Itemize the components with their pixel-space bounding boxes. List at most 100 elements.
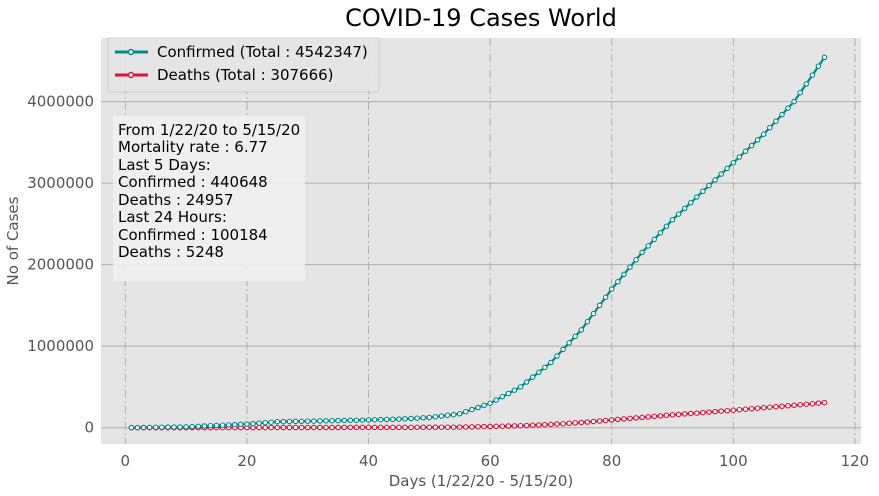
point-confirmed-62 bbox=[505, 390, 512, 397]
point-deaths-70 bbox=[554, 421, 560, 427]
point-confirmed-49 bbox=[426, 414, 433, 421]
point-deaths-36 bbox=[347, 424, 354, 431]
point-confirmed-34 bbox=[335, 417, 341, 424]
point-deaths-30 bbox=[311, 424, 317, 431]
point-confirmed-6 bbox=[165, 424, 171, 430]
point-deaths-47 bbox=[414, 424, 420, 431]
point-confirmed-9 bbox=[183, 424, 189, 430]
point-deaths-28 bbox=[298, 424, 305, 431]
point-confirmed-14 bbox=[213, 422, 220, 429]
point-deaths-73 bbox=[572, 420, 578, 426]
point-deaths-54 bbox=[456, 424, 463, 430]
annotation-line-5: Last 24 Hours: bbox=[118, 208, 227, 226]
point-confirmed-59 bbox=[487, 400, 493, 406]
point-deaths-53 bbox=[450, 424, 457, 430]
point-deaths-96 bbox=[712, 408, 718, 415]
point-confirmed-42 bbox=[384, 416, 390, 423]
point-confirmed-1 bbox=[134, 424, 141, 431]
point-confirmed-94 bbox=[700, 188, 706, 195]
point-deaths-92 bbox=[688, 410, 694, 417]
point-deaths-76 bbox=[590, 418, 597, 425]
point-confirmed-84 bbox=[639, 249, 645, 256]
point-deaths-37 bbox=[353, 424, 360, 431]
point-deaths-46 bbox=[408, 424, 414, 431]
point-confirmed-111 bbox=[803, 81, 810, 87]
point-confirmed-0 bbox=[128, 424, 135, 431]
series-layer bbox=[128, 54, 828, 431]
point-confirmed-15 bbox=[219, 422, 226, 428]
point-confirmed-95 bbox=[706, 182, 712, 189]
point-deaths-35 bbox=[341, 424, 347, 431]
point-deaths-87 bbox=[657, 413, 664, 419]
point-deaths-85 bbox=[645, 414, 651, 420]
point-deaths-108 bbox=[785, 403, 791, 409]
point-confirmed-21 bbox=[256, 420, 262, 426]
point-confirmed-48 bbox=[420, 415, 426, 421]
point-deaths-51 bbox=[438, 424, 445, 430]
point-deaths-77 bbox=[596, 418, 603, 424]
point-confirmed-47 bbox=[414, 415, 420, 421]
point-deaths-101 bbox=[742, 406, 749, 412]
legend-box bbox=[107, 37, 380, 93]
point-confirmed-27 bbox=[292, 418, 299, 425]
point-confirmed-106 bbox=[773, 118, 779, 124]
point-confirmed-98 bbox=[724, 165, 730, 172]
point-deaths-31 bbox=[317, 424, 323, 431]
point-deaths-78 bbox=[602, 417, 609, 424]
point-deaths-97 bbox=[718, 408, 724, 414]
point-deaths-49 bbox=[426, 424, 433, 431]
point-deaths-63 bbox=[511, 423, 518, 429]
point-deaths-57 bbox=[475, 423, 481, 430]
point-deaths-60 bbox=[493, 423, 499, 430]
annotation-line-1: Mortality rate : 6.77 bbox=[118, 138, 268, 156]
point-deaths-103 bbox=[754, 405, 761, 411]
point-confirmed-92 bbox=[688, 199, 694, 206]
point-deaths-21 bbox=[256, 424, 262, 431]
point-deaths-41 bbox=[377, 424, 384, 431]
point-confirmed-44 bbox=[396, 416, 402, 422]
point-confirmed-61 bbox=[499, 393, 506, 400]
point-deaths-81 bbox=[621, 416, 627, 422]
point-deaths-82 bbox=[627, 415, 633, 422]
point-confirmed-105 bbox=[767, 124, 773, 131]
legend-marker-deaths bbox=[127, 71, 135, 79]
point-confirmed-31 bbox=[317, 418, 323, 424]
point-deaths-68 bbox=[542, 421, 548, 428]
point-deaths-91 bbox=[681, 411, 688, 417]
point-deaths-66 bbox=[529, 422, 536, 428]
point-confirmed-109 bbox=[791, 98, 797, 105]
y-tick-1: 1000000 bbox=[27, 337, 94, 355]
point-deaths-48 bbox=[420, 424, 426, 431]
point-confirmed-45 bbox=[402, 416, 408, 422]
x-tick-4: 80 bbox=[602, 452, 621, 470]
point-deaths-40 bbox=[371, 424, 378, 431]
point-confirmed-4 bbox=[152, 424, 159, 431]
point-deaths-105 bbox=[767, 404, 773, 410]
point-deaths-102 bbox=[748, 405, 755, 412]
point-confirmed-100 bbox=[736, 154, 743, 160]
point-confirmed-70 bbox=[554, 353, 560, 359]
point-deaths-72 bbox=[566, 420, 572, 427]
annotation-line-7: Deaths : 5248 bbox=[118, 243, 224, 261]
point-deaths-75 bbox=[584, 419, 591, 425]
point-confirmed-71 bbox=[560, 346, 566, 353]
point-deaths-61 bbox=[499, 423, 506, 429]
point-confirmed-52 bbox=[444, 412, 451, 419]
point-deaths-86 bbox=[651, 413, 658, 420]
x-tick-1: 20 bbox=[237, 452, 256, 470]
point-deaths-45 bbox=[402, 424, 408, 431]
point-confirmed-96 bbox=[712, 177, 718, 183]
point-confirmed-89 bbox=[669, 217, 676, 223]
point-confirmed-24 bbox=[274, 418, 281, 425]
y-tick-3: 3000000 bbox=[27, 174, 94, 192]
annotation-line-6: Confirmed : 100184 bbox=[118, 226, 268, 244]
point-deaths-113 bbox=[815, 400, 822, 406]
point-confirmed-102 bbox=[748, 142, 755, 149]
point-deaths-33 bbox=[329, 424, 335, 431]
point-confirmed-3 bbox=[146, 424, 153, 431]
point-confirmed-43 bbox=[390, 416, 396, 423]
point-confirmed-16 bbox=[225, 422, 232, 428]
point-deaths-80 bbox=[615, 416, 621, 423]
point-deaths-107 bbox=[779, 403, 785, 410]
